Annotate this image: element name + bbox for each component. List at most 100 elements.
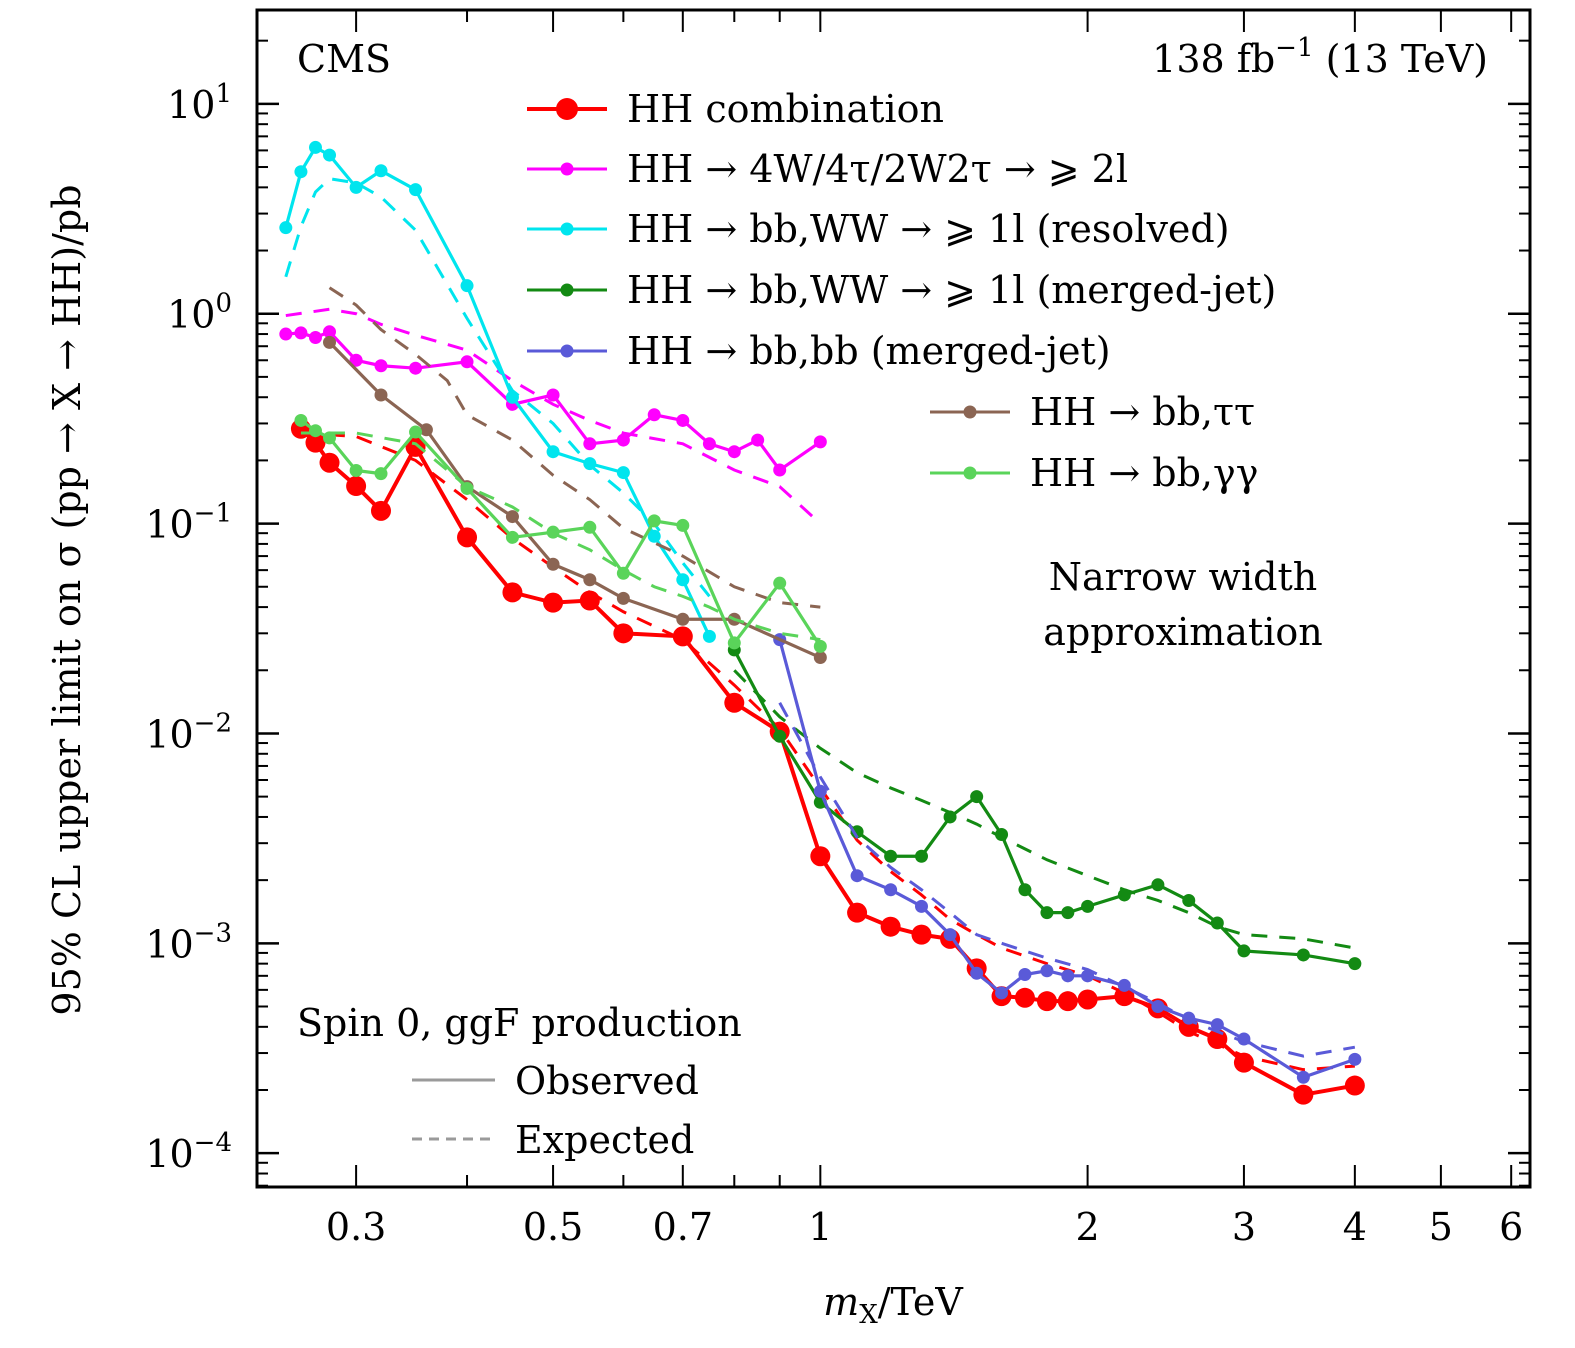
data-point (850, 869, 864, 883)
data-point (583, 457, 597, 471)
data-point (1117, 978, 1131, 992)
data-point (294, 326, 308, 340)
data-point (546, 557, 560, 571)
series-layer (279, 140, 1365, 1105)
x-tick-label: 1 (808, 1205, 832, 1249)
data-point (1348, 1052, 1362, 1066)
data-point (346, 476, 367, 497)
data-point (583, 520, 597, 534)
x-tick-label: 0.3 (326, 1205, 386, 1249)
x-tick-label: 5 (1429, 1205, 1453, 1249)
data-point (850, 825, 864, 839)
data-point (546, 525, 560, 539)
data-point (460, 355, 474, 369)
data-point (460, 279, 474, 293)
legend-marker-swatch (560, 162, 574, 176)
style-legend-label: Expected (515, 1118, 694, 1162)
data-point (409, 425, 423, 439)
legend-label: HH → bb,bb (merged-jet) (627, 329, 1111, 373)
data-point (813, 784, 827, 798)
y-tick-label: 100 (167, 289, 232, 337)
data-point (1117, 888, 1131, 902)
series-6-hh-bb (294, 413, 827, 653)
data-point (1210, 1018, 1224, 1032)
data-point (349, 180, 363, 194)
data-point (1344, 1075, 1365, 1096)
data-point (616, 591, 630, 605)
data-point (911, 924, 932, 945)
legend: HH combination HH → 4W/4τ/2W2τ → ⩾ 2l HH →… (527, 87, 1276, 495)
legend-entry-hh-bb-bb-merged-jet: HH → bb,bb (merged-jet) (527, 329, 1111, 373)
data-point (1057, 991, 1078, 1012)
legend-marker-swatch (556, 98, 578, 120)
data-point (1182, 893, 1196, 907)
x-tick-label: 6 (1499, 1205, 1523, 1249)
data-point (460, 481, 474, 495)
observed-line (328, 341, 821, 659)
legend-entry-hh-bb: HH → bb,ττ (930, 390, 1255, 434)
data-point (308, 331, 322, 345)
legend-entry-hh-bb: HH → bb,γγ (930, 451, 1258, 495)
data-point (308, 424, 322, 438)
data-point (405, 436, 426, 457)
data-point (647, 514, 661, 528)
data-point (943, 928, 957, 942)
data-point (613, 623, 634, 644)
style-legend-label: Observed (515, 1059, 699, 1103)
data-point (813, 435, 827, 449)
expected-line (733, 669, 1356, 950)
legend-label: HH → bb,WW → ⩾ 1l (merged-jet) (627, 268, 1276, 312)
data-point (1081, 969, 1095, 983)
data-point (914, 899, 928, 913)
data-point (1348, 957, 1362, 971)
data-point (1018, 883, 1032, 897)
production-label: Spin 0, ggF production (297, 1001, 742, 1045)
data-point (616, 566, 630, 580)
data-point (847, 902, 868, 923)
data-point (672, 626, 693, 647)
data-point (616, 466, 630, 480)
data-point (727, 636, 741, 650)
data-point (323, 431, 337, 445)
data-point (773, 576, 787, 590)
data-point (1018, 968, 1032, 982)
legend-entry-hh-4w-4-2w2-2l: HH → 4W/4τ/2W2τ → ⩾ 2l (527, 147, 1128, 191)
data-point (1040, 906, 1054, 920)
data-point (914, 849, 928, 863)
legend-entry-hh-combination: HH combination (527, 87, 944, 131)
experiment-label: CMS (297, 37, 391, 81)
data-point (970, 966, 984, 980)
data-point (676, 612, 690, 626)
narrow-width-line1: Narrow width (1049, 555, 1317, 599)
data-point (502, 582, 523, 603)
data-point (773, 463, 787, 477)
data-point (1296, 948, 1310, 962)
svg-text:95% CL upper limit on σ (pp →: 95% CL upper limit on σ (pp → X → HH)/pb (45, 184, 89, 1015)
data-point (773, 729, 787, 743)
data-point (676, 518, 690, 532)
data-point (1014, 987, 1035, 1008)
data-point (1210, 916, 1224, 930)
data-point (409, 361, 423, 375)
svg-text:mX/TeV: mX/TeV (823, 1280, 963, 1330)
data-point (370, 500, 391, 521)
data-point (616, 433, 630, 447)
series-3-hh-bb-ww-1l-merged-jet (727, 643, 1362, 971)
data-point (884, 849, 898, 863)
data-point (724, 692, 745, 713)
data-point (279, 327, 293, 341)
data-point (880, 916, 901, 937)
data-point (702, 629, 716, 643)
data-point (294, 165, 308, 179)
legend-label: HH → bb,WW → ⩾ 1l (resolved) (627, 207, 1230, 251)
data-point (1036, 991, 1057, 1012)
data-point (349, 464, 363, 478)
legend-marker-swatch (560, 344, 574, 358)
data-point (579, 590, 600, 611)
style-legend: Observed Expected (412, 1059, 699, 1162)
legend-label: HH → bb,ττ (1030, 390, 1255, 434)
data-point (457, 527, 478, 548)
data-point (1114, 986, 1135, 1007)
x-tick-label: 0.7 (653, 1205, 713, 1249)
